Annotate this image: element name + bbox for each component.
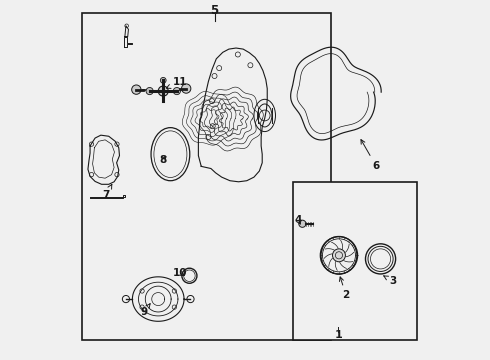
Text: 8: 8 [160, 155, 167, 165]
Text: 10: 10 [173, 268, 188, 278]
Text: 4: 4 [294, 215, 302, 225]
Text: 9: 9 [140, 304, 150, 317]
Text: 11: 11 [167, 77, 187, 89]
Circle shape [299, 220, 306, 227]
Circle shape [181, 84, 191, 93]
Text: 1: 1 [334, 330, 342, 340]
Bar [82, 13, 331, 339]
Circle shape [146, 87, 153, 95]
Bar [294, 182, 417, 339]
Circle shape [158, 86, 168, 96]
Circle shape [333, 249, 345, 262]
Text: 2: 2 [340, 277, 350, 301]
Text: 3: 3 [384, 276, 396, 286]
Circle shape [160, 77, 166, 83]
Circle shape [132, 85, 141, 94]
Text: 6: 6 [361, 140, 380, 171]
Text: 7: 7 [102, 184, 112, 200]
Circle shape [173, 87, 180, 95]
Text: 5: 5 [210, 4, 219, 17]
